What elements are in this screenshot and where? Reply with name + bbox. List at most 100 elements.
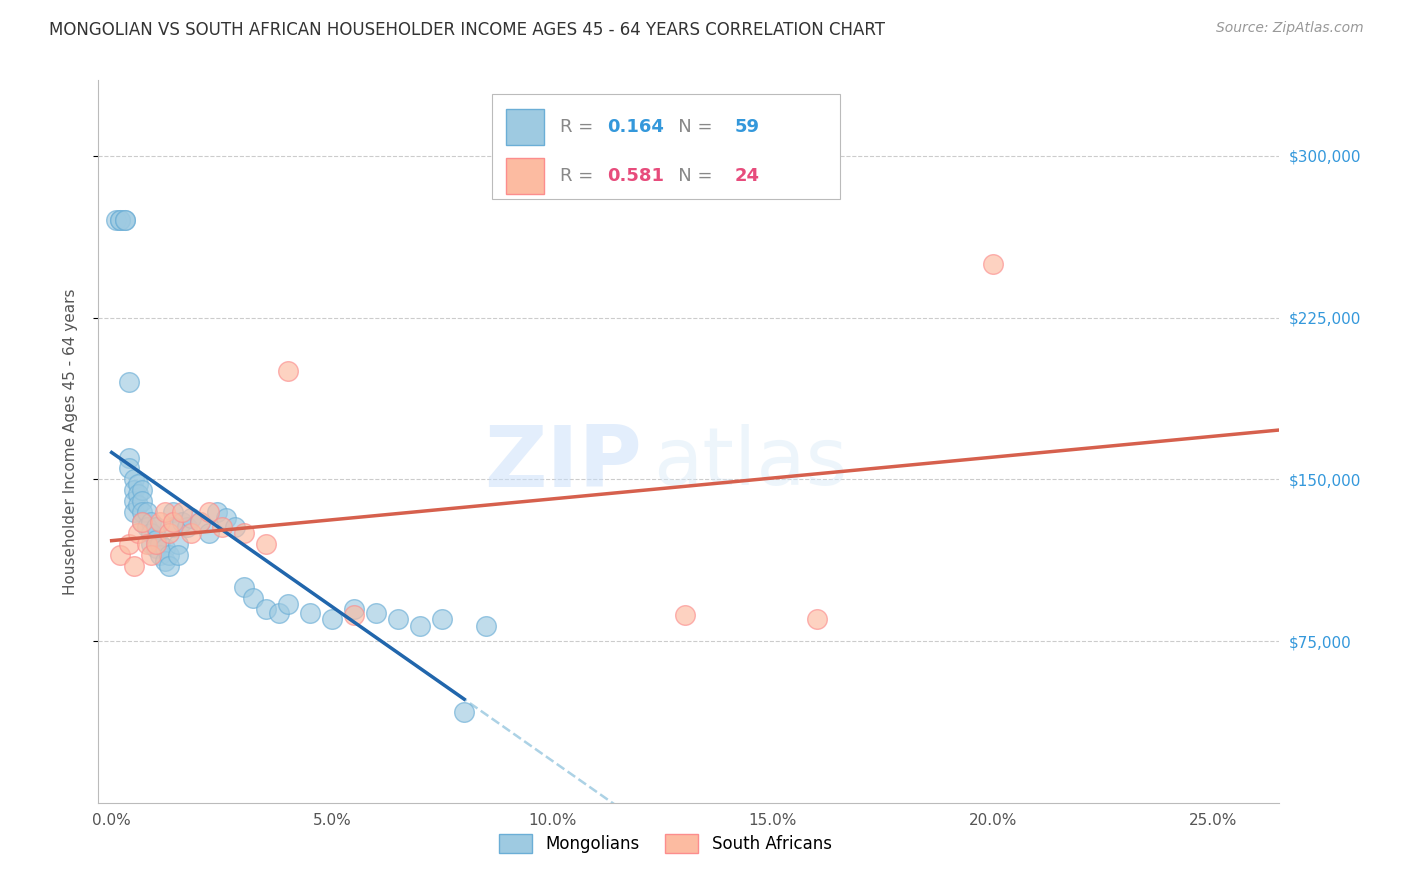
Point — [127, 487, 149, 501]
Point — [673, 608, 696, 623]
Point — [166, 548, 188, 562]
Point — [118, 450, 141, 465]
Point — [122, 505, 145, 519]
Bar — [506, 158, 544, 194]
Point — [162, 516, 184, 530]
Point — [157, 526, 180, 541]
Point — [162, 520, 184, 534]
Point — [145, 537, 167, 551]
Text: 0.581: 0.581 — [607, 167, 665, 185]
Point — [135, 505, 157, 519]
Text: N =: N = — [661, 167, 718, 185]
Text: MONGOLIAN VS SOUTH AFRICAN HOUSEHOLDER INCOME AGES 45 - 64 YEARS CORRELATION CHA: MONGOLIAN VS SOUTH AFRICAN HOUSEHOLDER I… — [49, 21, 886, 39]
Text: Source: ZipAtlas.com: Source: ZipAtlas.com — [1216, 21, 1364, 36]
Text: 0.164: 0.164 — [607, 119, 664, 136]
Point — [131, 516, 153, 530]
Point — [145, 533, 167, 547]
Point — [153, 541, 176, 556]
Text: 24: 24 — [735, 167, 761, 185]
Point — [430, 612, 453, 626]
Point — [166, 537, 188, 551]
Point — [141, 537, 163, 551]
Point — [269, 606, 291, 620]
Point — [141, 516, 163, 530]
Point — [118, 537, 141, 551]
Point — [215, 511, 238, 525]
Point — [105, 213, 128, 227]
Point — [114, 213, 136, 227]
Point — [153, 505, 176, 519]
Point — [145, 541, 167, 556]
Point — [180, 526, 202, 541]
Point — [122, 472, 145, 486]
Text: R =: R = — [560, 167, 599, 185]
Point — [114, 213, 136, 227]
Point — [149, 516, 172, 530]
Point — [141, 548, 163, 562]
Point — [122, 558, 145, 573]
Point — [188, 516, 211, 530]
Point — [298, 606, 321, 620]
Point — [176, 520, 198, 534]
Point — [110, 548, 132, 562]
Point — [110, 213, 132, 227]
Point — [197, 505, 219, 519]
Point — [232, 526, 254, 541]
Point — [157, 558, 180, 573]
Point — [118, 376, 141, 390]
Legend: Mongolians, South Africans: Mongolians, South Africans — [492, 827, 838, 860]
Point — [197, 526, 219, 541]
Point — [135, 520, 157, 534]
FancyBboxPatch shape — [492, 94, 841, 199]
Point — [211, 520, 233, 534]
Point — [149, 548, 172, 562]
Point — [277, 364, 299, 378]
Point — [141, 526, 163, 541]
Point — [135, 537, 157, 551]
Point — [153, 554, 176, 568]
Point — [131, 493, 153, 508]
Point — [475, 619, 498, 633]
Point — [343, 601, 366, 615]
Point — [188, 516, 211, 530]
Text: atlas: atlas — [654, 425, 848, 502]
Point — [131, 505, 153, 519]
Point — [254, 601, 277, 615]
Point — [122, 493, 145, 508]
Point — [127, 526, 149, 541]
Text: ZIP: ZIP — [484, 422, 641, 505]
Point — [127, 498, 149, 512]
Point — [131, 483, 153, 497]
Point — [343, 608, 366, 623]
Point — [127, 476, 149, 491]
Point — [254, 537, 277, 551]
Point — [387, 612, 409, 626]
Point — [224, 520, 246, 534]
Point — [172, 505, 194, 519]
Point — [157, 548, 180, 562]
Y-axis label: Householder Income Ages 45 - 64 years: Householder Income Ages 45 - 64 years — [63, 288, 77, 595]
Point — [321, 612, 343, 626]
Point — [232, 580, 254, 594]
Text: R =: R = — [560, 119, 599, 136]
Point — [131, 516, 153, 530]
Point — [806, 612, 828, 626]
Point — [145, 520, 167, 534]
Bar — [506, 109, 544, 145]
Point — [453, 705, 475, 719]
Point — [409, 619, 432, 633]
Point — [118, 461, 141, 475]
Point — [364, 606, 387, 620]
Point — [242, 591, 264, 605]
Text: N =: N = — [661, 119, 718, 136]
Point — [277, 598, 299, 612]
Point — [122, 483, 145, 497]
Point — [162, 505, 184, 519]
Point — [110, 213, 132, 227]
Point — [172, 516, 194, 530]
Point — [981, 257, 1004, 271]
Point — [149, 537, 172, 551]
Text: 59: 59 — [735, 119, 761, 136]
Point — [207, 505, 229, 519]
Point — [180, 511, 202, 525]
